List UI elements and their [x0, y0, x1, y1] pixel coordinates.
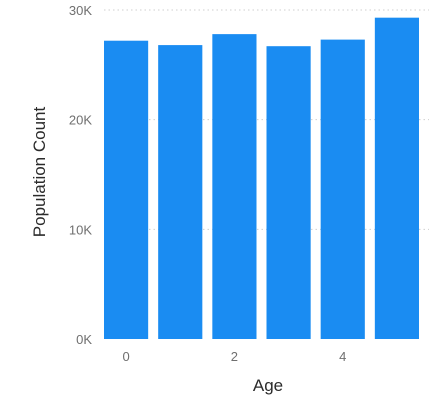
- bar-age-2[interactable]: [212, 34, 257, 339]
- y-tick-label: 10K: [69, 222, 92, 237]
- y-tick-label: 0K: [76, 332, 92, 347]
- y-axis-title: Population Count: [30, 107, 49, 238]
- x-tick-label: 0: [122, 349, 129, 364]
- bar-age-3[interactable]: [266, 46, 311, 339]
- x-axis-title: Age: [253, 376, 283, 395]
- bar-age-5[interactable]: [374, 17, 419, 339]
- y-tick-label: 20K: [69, 113, 92, 128]
- bar-age-4[interactable]: [320, 39, 365, 340]
- bars: [104, 17, 419, 340]
- x-axis-ticks: 0 2 4: [122, 349, 346, 364]
- y-axis-ticks: 0K 10K 20K 30K: [69, 3, 92, 347]
- bar-age-1[interactable]: [158, 45, 203, 340]
- x-tick-label: 2: [231, 349, 238, 364]
- x-tick-label: 4: [339, 349, 346, 364]
- bar-age-0[interactable]: [104, 40, 149, 339]
- y-tick-label: 30K: [69, 3, 92, 18]
